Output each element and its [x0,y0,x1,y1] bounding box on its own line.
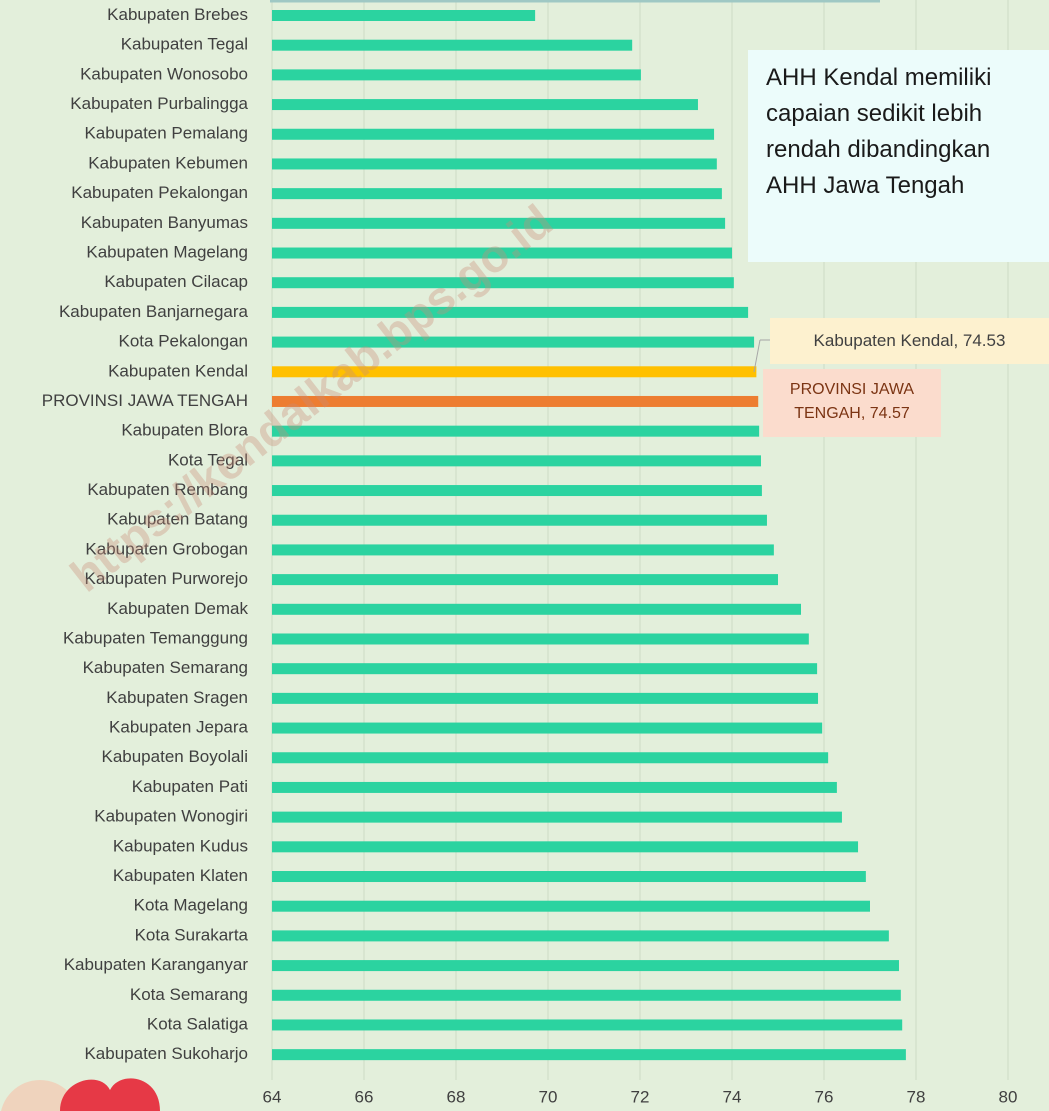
bar [272,485,762,497]
y-tick-label: Kabupaten Semarang [83,658,248,677]
y-tick-label: Kabupaten Pati [132,777,248,796]
bar [272,663,818,675]
bar [272,841,859,853]
y-tick-label: PROVINSI JAWA TENGAH [42,391,248,410]
icon [60,1078,160,1111]
y-tick-label: Kabupaten Sukoharjo [84,1044,248,1063]
bar [272,306,749,318]
bar [272,277,734,289]
bar [272,574,778,586]
bar [272,811,842,823]
y-tick-label: Kota Salatiga [147,1014,249,1033]
bar [272,960,899,972]
bar [272,247,732,259]
y-tick-label: Kabupaten Grobogan [85,539,248,558]
data-label: PROVINSI JAWA TENGAH, 74.57 [763,369,941,437]
bar [272,722,823,734]
bar [272,10,536,21]
bar [272,544,774,556]
bar [272,455,761,467]
y-tick-label: Kabupaten Wonogiri [94,807,248,826]
bar [272,514,767,526]
y-tick-label: Kabupaten Cilacap [104,272,248,291]
bar [272,752,829,764]
y-tick-label: Kota Pekalongan [119,332,249,351]
x-tick-label: 76 [815,1087,834,1106]
leader-line [753,339,761,373]
annotation: AHH Kendal memiliki capaian sedikit lebi… [748,50,1049,262]
bar [272,871,866,883]
y-tick-label: Kabupaten Brebes [107,5,248,24]
x-tick-label: 64 [263,1087,282,1106]
y-tick-label: Kabupaten Banjarnegara [59,302,249,321]
y-tick-label: Kabupaten Kebumen [88,153,248,172]
y-tick-label: Kabupaten Klaten [113,866,248,885]
y-tick-label: Kabupaten Wonosobo [80,64,248,83]
y-tick-label: Kabupaten Purbalingga [70,94,248,113]
y-tick-label: Kabupaten Pemalang [84,124,248,143]
bar [272,633,809,645]
bar [272,188,722,200]
y-tick-label: Kabupaten Purworejo [84,569,248,588]
x-tick-label: 78 [907,1087,926,1106]
bar [272,425,760,437]
icon [1,1080,79,1111]
y-tick-label: Kabupaten Blora [121,421,248,440]
bar [272,989,901,1001]
bar [272,603,801,615]
y-tick-label: Kabupaten Karanganyar [64,955,249,974]
x-tick-label: 80 [999,1087,1018,1106]
y-tick-label: Kabupaten Sragen [106,688,248,707]
bar [272,395,759,407]
bar [272,900,870,912]
bar [272,99,698,111]
y-tick-label: Kabupaten Temanggung [63,628,248,647]
bar [272,336,755,348]
bar [272,69,641,81]
x-tick-label: 70 [539,1087,558,1106]
bar [272,158,717,170]
x-tick-label: 68 [447,1087,466,1106]
y-tick-label: Kabupaten Kudus [113,836,248,855]
bar [272,930,889,942]
y-tick-label: Kota Semarang [130,985,248,1004]
y-tick-label: Kota Surakarta [135,925,249,944]
y-tick-label: Kabupaten Banyumas [81,213,248,232]
y-tick-label: Kabupaten Rembang [87,480,248,499]
y-tick-label: Kota Magelang [134,896,248,915]
data-label: Kabupaten Kendal, 74.53 [770,318,1049,364]
bar [272,781,837,793]
bar [272,1019,903,1031]
bar [272,366,757,378]
x-tick-label: 72 [631,1087,650,1106]
y-tick-label: Kabupaten Batang [107,510,248,529]
bar [272,692,819,704]
y-tick-label: Kabupaten Jepara [109,718,248,737]
bar [272,39,633,51]
x-tick-label: 66 [355,1087,374,1106]
y-tick-label: Kabupaten Magelang [86,243,248,262]
y-tick-label: Kabupaten Tegal [121,35,248,54]
x-tick-label: 74 [723,1087,742,1106]
bar [272,1049,906,1061]
y-tick-label: Kabupaten Boyolali [101,747,248,766]
y-tick-label: Kabupaten Demak [107,599,248,618]
y-tick-label: Kabupaten Pekalongan [71,183,248,202]
y-tick-label: Kabupaten Kendal [108,361,248,380]
bar [272,217,726,229]
y-tick-label: Kota Tegal [168,450,248,469]
bar [272,128,715,140]
